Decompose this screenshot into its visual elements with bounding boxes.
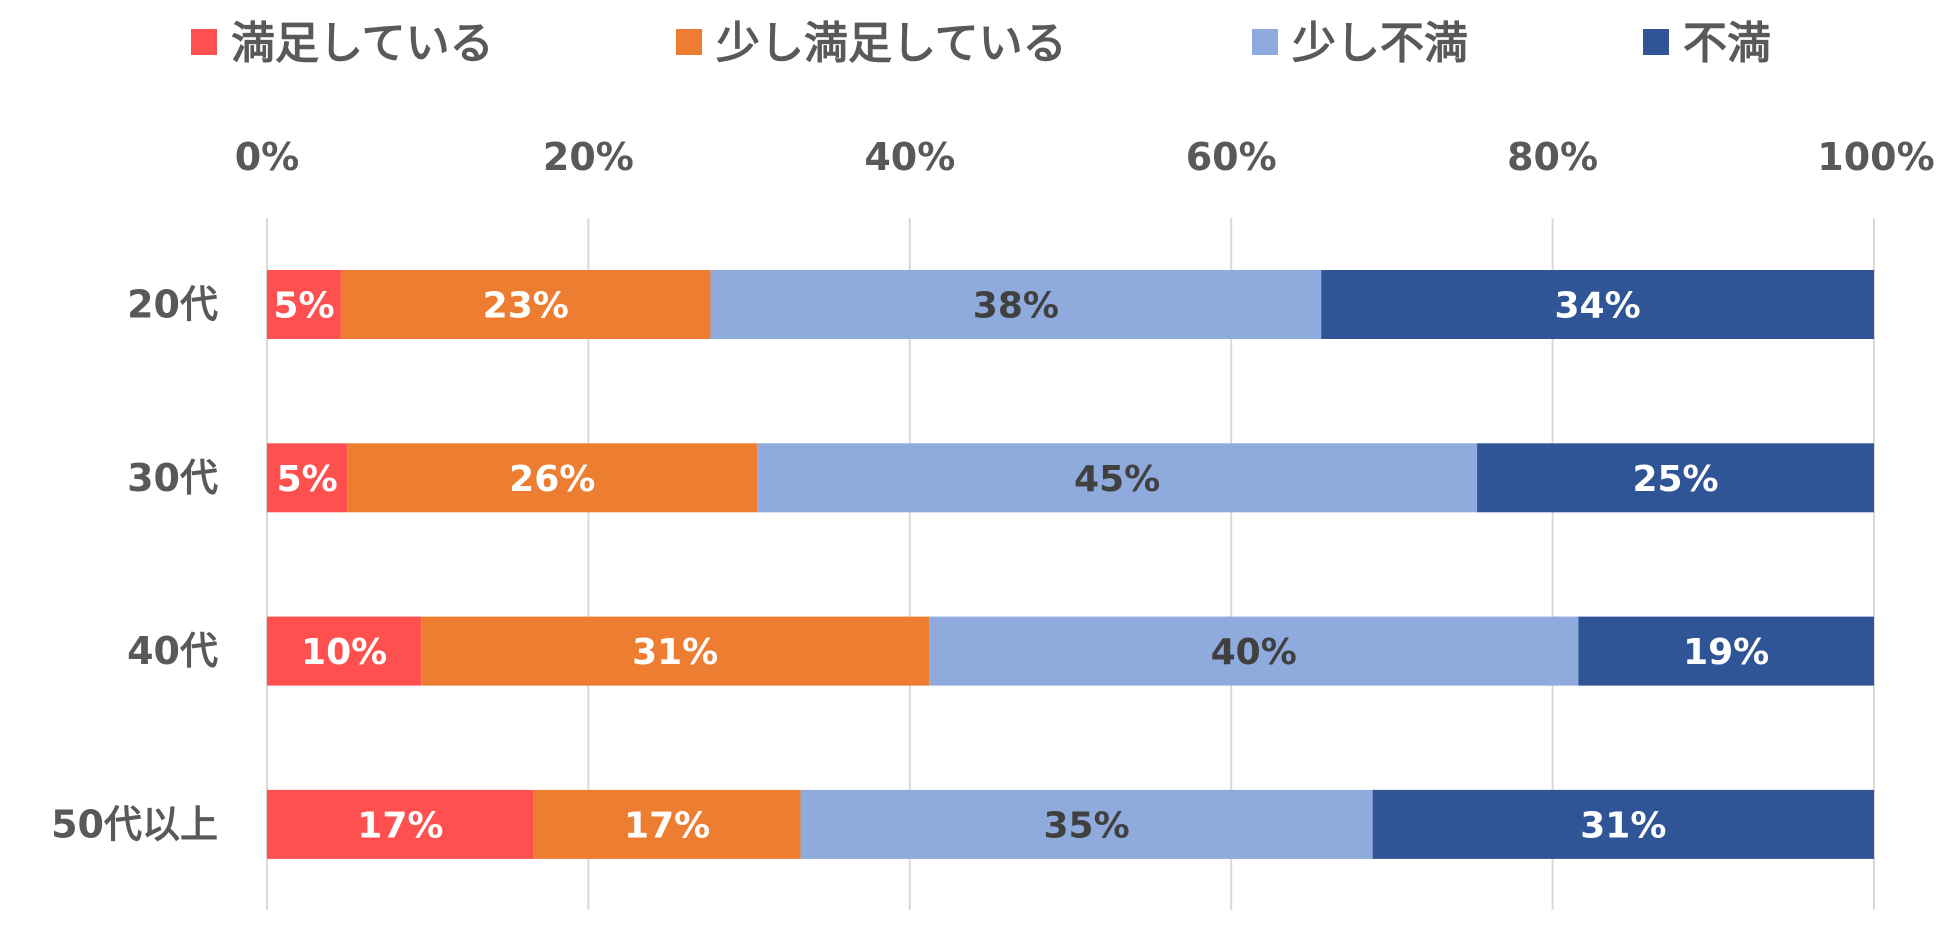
data-label-1-4: 34% — [1555, 286, 1641, 327]
bar-segment-4-4 — [1372, 789, 1874, 859]
legend-swatch-2 — [676, 29, 702, 55]
bar-segment-1-3 — [710, 270, 1322, 339]
data-label-2-3: 45% — [1074, 459, 1160, 500]
bar-segment-1-4 — [1321, 270, 1874, 339]
bar-segment-4-3 — [800, 789, 1373, 859]
bar-segment-3-2 — [421, 616, 930, 686]
legend-swatch-3 — [1252, 29, 1278, 55]
bar-segment-4-2 — [533, 789, 801, 859]
x-axis-ticks: 0% 20% 40% 60% 80% 100% — [235, 135, 1935, 179]
x-tick-label-5: 100% — [1817, 135, 1934, 179]
data-label-4-2: 17% — [624, 805, 710, 846]
category-label-4: 50代以上 — [51, 802, 218, 846]
category-label-2: 30代 — [127, 456, 218, 500]
legend-swatch-1 — [191, 29, 217, 55]
bar-segment-3-4 — [1578, 616, 1874, 686]
bar-segment-2-2 — [347, 443, 758, 513]
legend: 満足している 少し満足している 少し不満 不満 — [191, 18, 1771, 69]
data-label-1-3: 38% — [973, 286, 1059, 327]
legend-label-2: 少し満足している — [716, 18, 1067, 69]
x-tick-label-1: 20% — [543, 135, 634, 179]
legend-label-3: 少し不満 — [1292, 18, 1468, 69]
bar-segment-2-3 — [757, 443, 1478, 513]
data-label-2-1: 5% — [277, 459, 338, 500]
data-label-3-1: 10% — [301, 632, 387, 673]
bar-segment-1-1 — [267, 270, 341, 339]
data-label-1-2: 23% — [483, 286, 569, 327]
bar-segment-3-1 — [267, 616, 422, 686]
data-label-3-2: 31% — [632, 632, 718, 673]
bars — [267, 270, 1874, 859]
bar-segment-2-4 — [1477, 443, 1874, 513]
bar-segment-4-1 — [267, 789, 534, 859]
legend-label-1: 満足している — [231, 18, 494, 69]
data-label-1-1: 5% — [273, 286, 334, 327]
data-label-3-4: 19% — [1683, 632, 1769, 673]
x-tick-label-2: 40% — [864, 135, 955, 179]
bar-segment-3-3 — [929, 616, 1579, 686]
legend-label-4: 不満 — [1683, 18, 1771, 69]
legend-swatch-4 — [1643, 29, 1669, 55]
bar-segment-2-1 — [267, 443, 348, 513]
data-label-4-4: 31% — [1580, 805, 1666, 846]
x-tick-label-3: 60% — [1186, 135, 1277, 179]
data-label-2-2: 26% — [509, 459, 595, 500]
category-labels: 20代 30代 40代 50代以上 — [51, 283, 218, 847]
data-label-2-4: 25% — [1632, 459, 1718, 500]
category-label-3: 40代 — [127, 629, 218, 673]
data-label-3-3: 40% — [1211, 632, 1297, 673]
data-labels: 5% 23% 38% 34% 5% 26% 45% 25% 10% 31% 40% 19% 17% 17%… — [273, 286, 1769, 847]
data-label-4-1: 17% — [357, 805, 443, 846]
x-tick-label-4: 80% — [1507, 135, 1598, 179]
bar-segment-1-2 — [340, 270, 711, 339]
category-label-1: 20代 — [127, 283, 218, 327]
data-label-4-3: 35% — [1043, 805, 1129, 846]
x-tick-label-0: 0% — [235, 135, 300, 179]
